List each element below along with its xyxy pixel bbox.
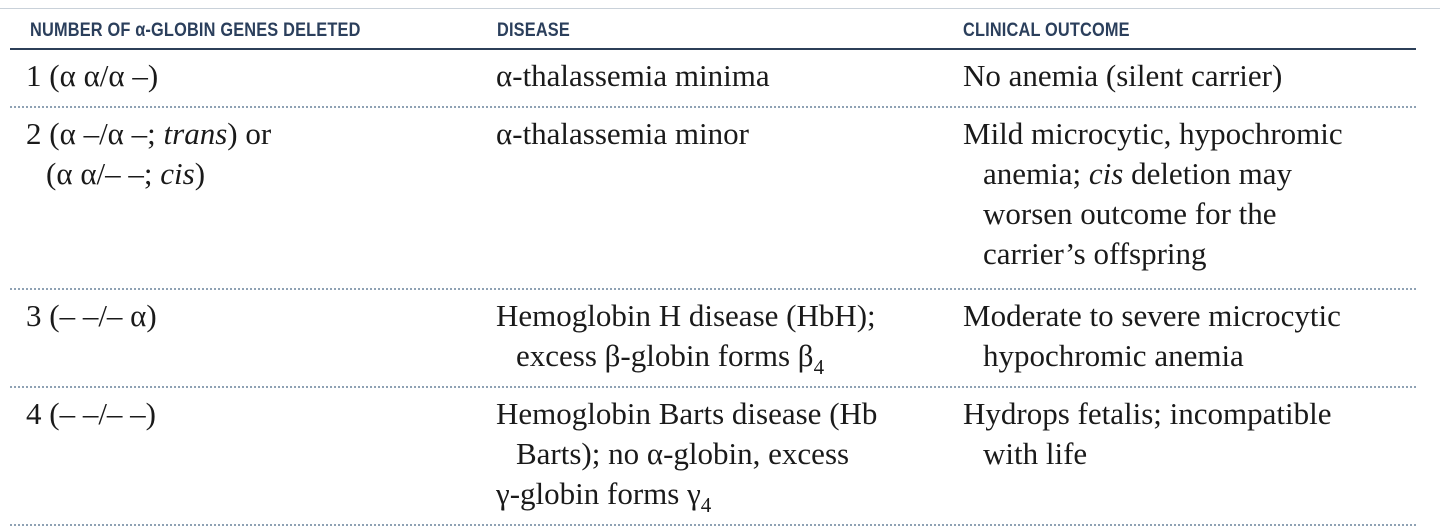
cell-genes-deleted: 2 (α –/α –; trans) or (α α/– –; cis): [26, 114, 476, 194]
subscript-text: 4: [700, 493, 712, 517]
outcome-text: carrier’s offspring: [983, 236, 1207, 271]
genes-text: 3 (– –/– α): [26, 298, 157, 333]
genes-text: 4 (– –/– –): [26, 396, 157, 431]
subscript-text: 4: [813, 355, 825, 379]
header-clinical-outcome: CLINICAL OUTCOME: [963, 20, 1130, 41]
cell-genes-deleted: 3 (– –/– α): [26, 296, 476, 336]
table-header-row: NUMBER OF α-GLOBIN GENES DELETED DISEASE…: [10, 8, 1416, 50]
outcome-text: anemia;: [983, 156, 1089, 191]
header-disease: DISEASE: [497, 20, 570, 41]
genes-text: (α α/– –;: [46, 156, 161, 191]
disease-text: α-thalassemia minima: [496, 58, 770, 93]
header-genes-deleted: NUMBER OF α-GLOBIN GENES DELETED: [30, 20, 361, 41]
outcome-text: No anemia (silent carrier): [963, 58, 1283, 93]
cell-genes-deleted: 4 (– –/– –): [26, 394, 476, 434]
genes-italic-text: trans: [163, 116, 228, 151]
table-row: 1 (α α/α –) α-thalassemia minima No anem…: [10, 50, 1416, 108]
disease-text: excess β-globin forms β: [516, 338, 814, 373]
disease-text: Hemoglobin Barts disease (Hb: [496, 396, 878, 431]
disease-text-line: γ-globin forms γ4: [496, 474, 948, 517]
cell-genes-deleted: 1 (α α/α –): [26, 56, 476, 96]
genes-text: ): [194, 156, 206, 191]
disease-text: α-thalassemia minor: [496, 116, 749, 151]
genes-italic-text: cis: [160, 156, 195, 191]
cell-clinical-outcome: Moderate to severe microcytic hypochromi…: [963, 296, 1403, 376]
cell-disease: Hemoglobin Barts disease (Hb Barts); no …: [496, 394, 948, 517]
table-row: 4 (– –/– –) Hemoglobin Barts disease (Hb…: [10, 388, 1416, 526]
cell-disease: Hemoglobin H disease (HbH); excess β-glo…: [496, 296, 948, 379]
outcome-text-line: anemia; cis deletion may: [963, 154, 1403, 194]
top-rule: [0, 0, 1440, 9]
cell-clinical-outcome: Mild microcytic, hypochromic anemia; cis…: [963, 114, 1403, 274]
genes-text-line: (α α/– –; cis): [26, 154, 476, 194]
alpha-thalassemia-table: NUMBER OF α-GLOBIN GENES DELETED DISEASE…: [10, 8, 1416, 526]
cell-disease: α-thalassemia minima: [496, 56, 948, 96]
outcome-text: Moderate to severe microcytic: [963, 298, 1341, 333]
outcome-text: Mild microcytic, hypochromic: [963, 116, 1343, 151]
outcome-text: hypochromic anemia: [983, 338, 1244, 373]
cell-disease: α-thalassemia minor: [496, 114, 948, 154]
genes-text: 1 (α α/α –): [26, 58, 159, 93]
disease-text-line: excess β-globin forms β4: [496, 336, 948, 379]
outcome-text: deletion may: [1123, 156, 1293, 191]
table-row: 3 (– –/– α) Hemoglobin H disease (HbH); …: [10, 290, 1416, 388]
outcome-text: worsen outcome for the: [983, 196, 1277, 231]
outcome-text: with life: [983, 436, 1088, 471]
cell-clinical-outcome: No anemia (silent carrier): [963, 56, 1403, 96]
disease-text: Hemoglobin H disease (HbH);: [496, 298, 876, 333]
table-row: 2 (α –/α –; trans) or (α α/– –; cis) α-t…: [10, 108, 1416, 290]
disease-text: γ-globin forms γ: [496, 476, 701, 511]
cell-clinical-outcome: Hydrops fetalis; incompatible with life: [963, 394, 1403, 474]
disease-text: Barts); no α-globin, excess: [516, 436, 850, 471]
outcome-italic-text: cis: [1088, 156, 1124, 191]
genes-text-line: 2 (α –/α –; trans) or: [26, 114, 476, 154]
genes-text: ) or: [227, 116, 272, 151]
outcome-text: Hydrops fetalis; incompatible: [963, 396, 1332, 431]
genes-text: 2 (α –/α –;: [26, 116, 164, 151]
